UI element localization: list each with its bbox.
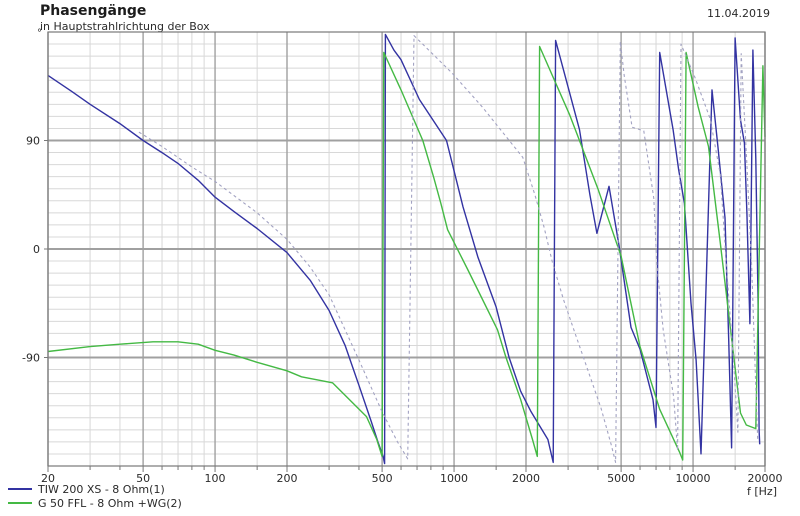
page-subtitle: in Hauptstrahlrichtung der Box bbox=[40, 20, 210, 33]
date-label: 11.04.2019 bbox=[707, 7, 770, 20]
curve-0 bbox=[47, 33, 761, 465]
legend-line-sample-blue bbox=[8, 488, 32, 490]
x-tick-label: 1000 bbox=[440, 472, 468, 485]
x-tick-label: 20 bbox=[41, 472, 55, 485]
legend-line-sample-green bbox=[8, 502, 32, 504]
x-tick-label: 50 bbox=[136, 472, 150, 485]
curve-1 bbox=[47, 45, 766, 461]
x-tick-label: 5000 bbox=[607, 472, 635, 485]
y-tick-label: 90 bbox=[26, 135, 40, 148]
chart-legend: TIW 200 XS - 8 Ohm(1) G 50 FFL - 8 Ohm +… bbox=[8, 482, 182, 510]
x-tick-label: 200 bbox=[277, 472, 298, 485]
x-tick-label: 500 bbox=[372, 472, 393, 485]
x-tick-label: 20000 bbox=[748, 472, 783, 485]
page-title: Phasengänge bbox=[40, 3, 147, 19]
legend-item-tiw: TIW 200 XS - 8 Ohm(1) bbox=[8, 482, 182, 496]
x-tick-label: 100 bbox=[205, 472, 226, 485]
legend-item-g50: G 50 FFL - 8 Ohm +WG(2) bbox=[8, 496, 182, 510]
x-tick-label: 2000 bbox=[512, 472, 540, 485]
x-axis-unit-label: f [Hz] bbox=[747, 485, 777, 498]
legend-label: TIW 200 XS - 8 Ohm(1) bbox=[38, 482, 165, 496]
y-tick-label: -90 bbox=[22, 352, 40, 365]
grid-layer bbox=[47, 32, 766, 466]
legend-label: G 50 FFL - 8 Ohm +WG(2) bbox=[38, 496, 182, 510]
y-tick-label: 0 bbox=[33, 243, 40, 256]
y-axis-unit-label: ° bbox=[37, 28, 42, 39]
x-tick-label: 10000 bbox=[676, 472, 711, 485]
curve-2 bbox=[138, 35, 759, 463]
curves-layer bbox=[47, 33, 766, 465]
